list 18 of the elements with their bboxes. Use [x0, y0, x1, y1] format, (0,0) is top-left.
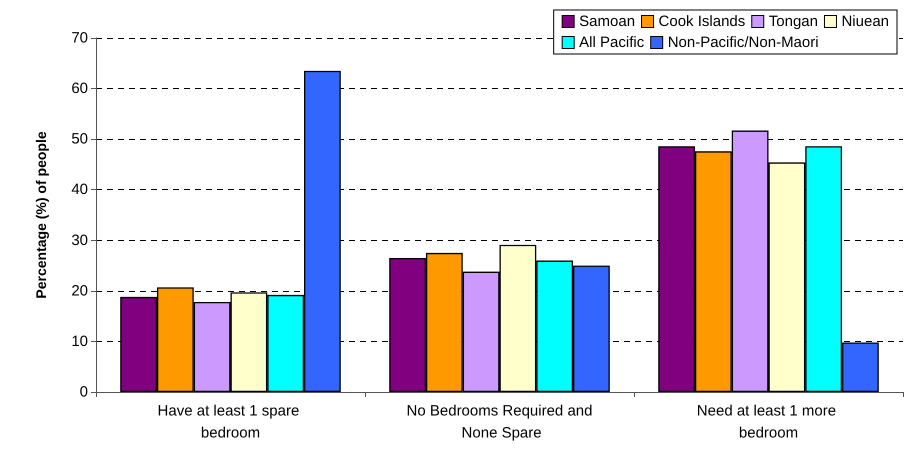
- y-tick-label: 0: [80, 384, 88, 400]
- legend-label: Niuean: [841, 13, 890, 30]
- y-tick-label: 20: [71, 282, 88, 300]
- legend-label: Tongan: [768, 13, 818, 30]
- legend-label: Samoan: [579, 13, 636, 30]
- y-tick-label: 70: [71, 30, 88, 46]
- x-tick-label: Have at least 1 spare bedroom: [158, 402, 304, 442]
- y-tick-label: 60: [71, 80, 88, 98]
- y-tick-label: 10: [71, 332, 88, 350]
- x-tick-label: Need at least 1 more bedroom: [696, 402, 840, 442]
- x-tick-label: No Bedrooms Required and None Spare: [406, 402, 592, 442]
- legend-label: All Pacific: [579, 34, 645, 51]
- y-tick-label: 40: [71, 181, 88, 198]
- y-tick-label: 50: [71, 130, 88, 148]
- legend-label: Non-Pacific/Non-Maori: [668, 34, 819, 51]
- y-tick-label: 30: [71, 232, 88, 249]
- y-axis-title: Percentage (%) of people: [33, 131, 49, 299]
- legend-label: Cook Islands: [658, 13, 746, 30]
